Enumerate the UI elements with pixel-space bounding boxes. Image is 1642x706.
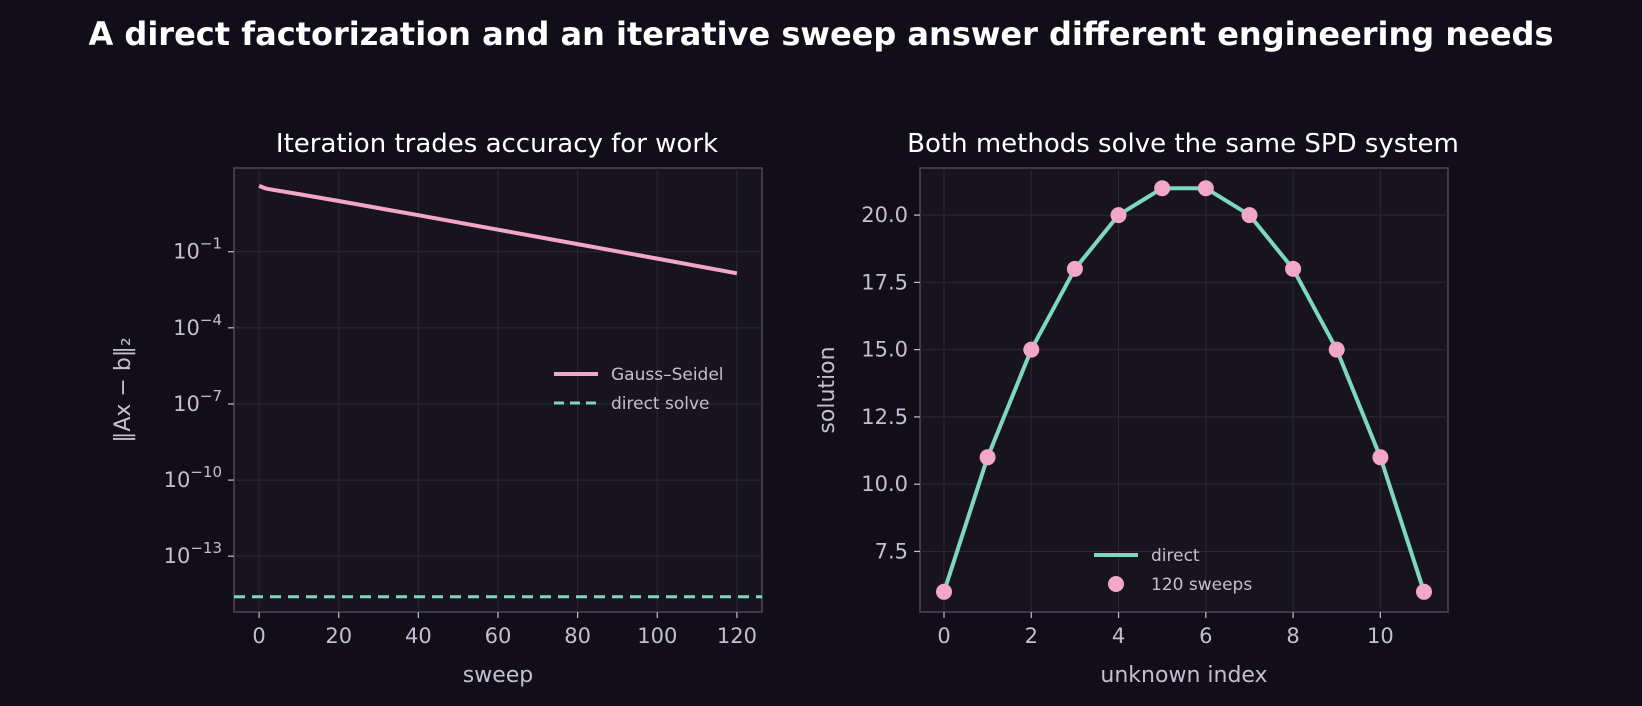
sweep-solution-point bbox=[1285, 260, 1302, 277]
solution-x-tick-label: 8 bbox=[1286, 624, 1299, 648]
residual-y-tick-label: 10−7 bbox=[173, 387, 222, 416]
sweep-solution-point bbox=[1110, 207, 1127, 224]
sweep-solution-point bbox=[1154, 180, 1171, 197]
residual-series bbox=[234, 183, 762, 599]
residual-x-tick-label: 0 bbox=[252, 624, 265, 648]
residual-x-tick-label: 40 bbox=[405, 624, 432, 648]
legend-label-120-sweeps: 120 sweeps bbox=[1151, 575, 1252, 595]
direct-solution-line bbox=[942, 186, 1426, 593]
solution-series bbox=[936, 180, 1432, 600]
legend-label-direct-solve: direct solve bbox=[611, 394, 710, 414]
solution-plot-area bbox=[919, 167, 1449, 613]
solution-x-tick-label: 2 bbox=[1025, 624, 1038, 648]
sweep-solution-point bbox=[1241, 207, 1258, 224]
solution-x-tick-label: 10 bbox=[1367, 624, 1394, 648]
residual-y-tick-label: 10−13 bbox=[164, 539, 222, 568]
residual-panel-title: Iteration trades accuracy for work bbox=[276, 129, 718, 159]
sweep-solution-point bbox=[1328, 341, 1345, 358]
solution-y-tick-label: 7.5 bbox=[875, 539, 908, 563]
sweep-solution-point bbox=[936, 583, 952, 600]
legend-label-gauss-seidel: Gauss–Seidel bbox=[611, 365, 724, 385]
solution-y-tick-label: 20.0 bbox=[861, 203, 908, 227]
solution-x-tick-label: 4 bbox=[1112, 624, 1125, 648]
solution-grid bbox=[920, 168, 1448, 612]
solution-x-ticks: 0 2 4 6 8 10 bbox=[937, 612, 1394, 648]
solution-panel-title: Both methods solve the same SPD system bbox=[907, 129, 1459, 159]
residual-legend: Gauss–Seidel direct solve bbox=[554, 365, 724, 414]
solution-x-tick-label: 6 bbox=[1199, 624, 1212, 648]
solution-legend: direct 120 sweeps bbox=[1094, 546, 1252, 595]
residual-panel: Iteration trades accuracy for work 0 20 40… bbox=[111, 129, 763, 688]
residual-y-ticks: 10−1 10−4 10−7 10−10 10−13 bbox=[164, 235, 234, 568]
residual-x-ticks: 0 20 40 60 80 100 120 bbox=[252, 612, 757, 648]
residual-x-tick-label: 80 bbox=[564, 624, 591, 648]
residual-x-tick-label: 20 bbox=[325, 624, 352, 648]
solution-x-axis-label: unknown index bbox=[1100, 663, 1267, 688]
residual-x-tick-label: 100 bbox=[637, 624, 677, 648]
sweep-solution-point bbox=[1066, 260, 1083, 277]
residual-x-tick-label: 120 bbox=[717, 624, 757, 648]
residual-y-axis-label: ‖Ax − b‖₂ bbox=[111, 337, 136, 442]
sweep-solution-point bbox=[1416, 583, 1432, 600]
legend-label-direct: direct bbox=[1151, 546, 1200, 566]
solution-y-ticks: 7.5 10.0 12.5 15.0 17.5 20.0 bbox=[861, 203, 920, 563]
residual-x-axis-label: sweep bbox=[463, 663, 534, 688]
sweep-solution-point bbox=[979, 449, 996, 466]
sweep-solution-point bbox=[1197, 180, 1214, 197]
solution-y-tick-label: 10.0 bbox=[861, 472, 908, 496]
sweep-solution-point bbox=[1023, 341, 1040, 358]
sweep-solution-point bbox=[1372, 449, 1389, 466]
solution-y-axis-label: solution bbox=[815, 346, 840, 433]
solution-y-tick-label: 15.0 bbox=[861, 338, 908, 362]
residual-grid bbox=[234, 168, 762, 612]
solution-y-tick-label: 12.5 bbox=[861, 405, 908, 429]
legend-swatch-120-sweeps bbox=[1108, 576, 1124, 592]
solution-x-tick-label: 0 bbox=[937, 624, 950, 648]
solution-panel: Both methods solve the same SPD system 0… bbox=[815, 129, 1459, 688]
gauss-seidel-residual-line bbox=[258, 183, 738, 276]
residual-x-tick-label: 60 bbox=[485, 624, 512, 648]
residual-y-tick-label: 10−10 bbox=[164, 463, 222, 492]
residual-y-tick-label: 10−1 bbox=[173, 235, 222, 264]
figure-title: A direct factorization and an iterative … bbox=[89, 15, 1554, 53]
residual-y-tick-label: 10−4 bbox=[173, 311, 222, 340]
solution-y-tick-label: 17.5 bbox=[861, 270, 908, 294]
